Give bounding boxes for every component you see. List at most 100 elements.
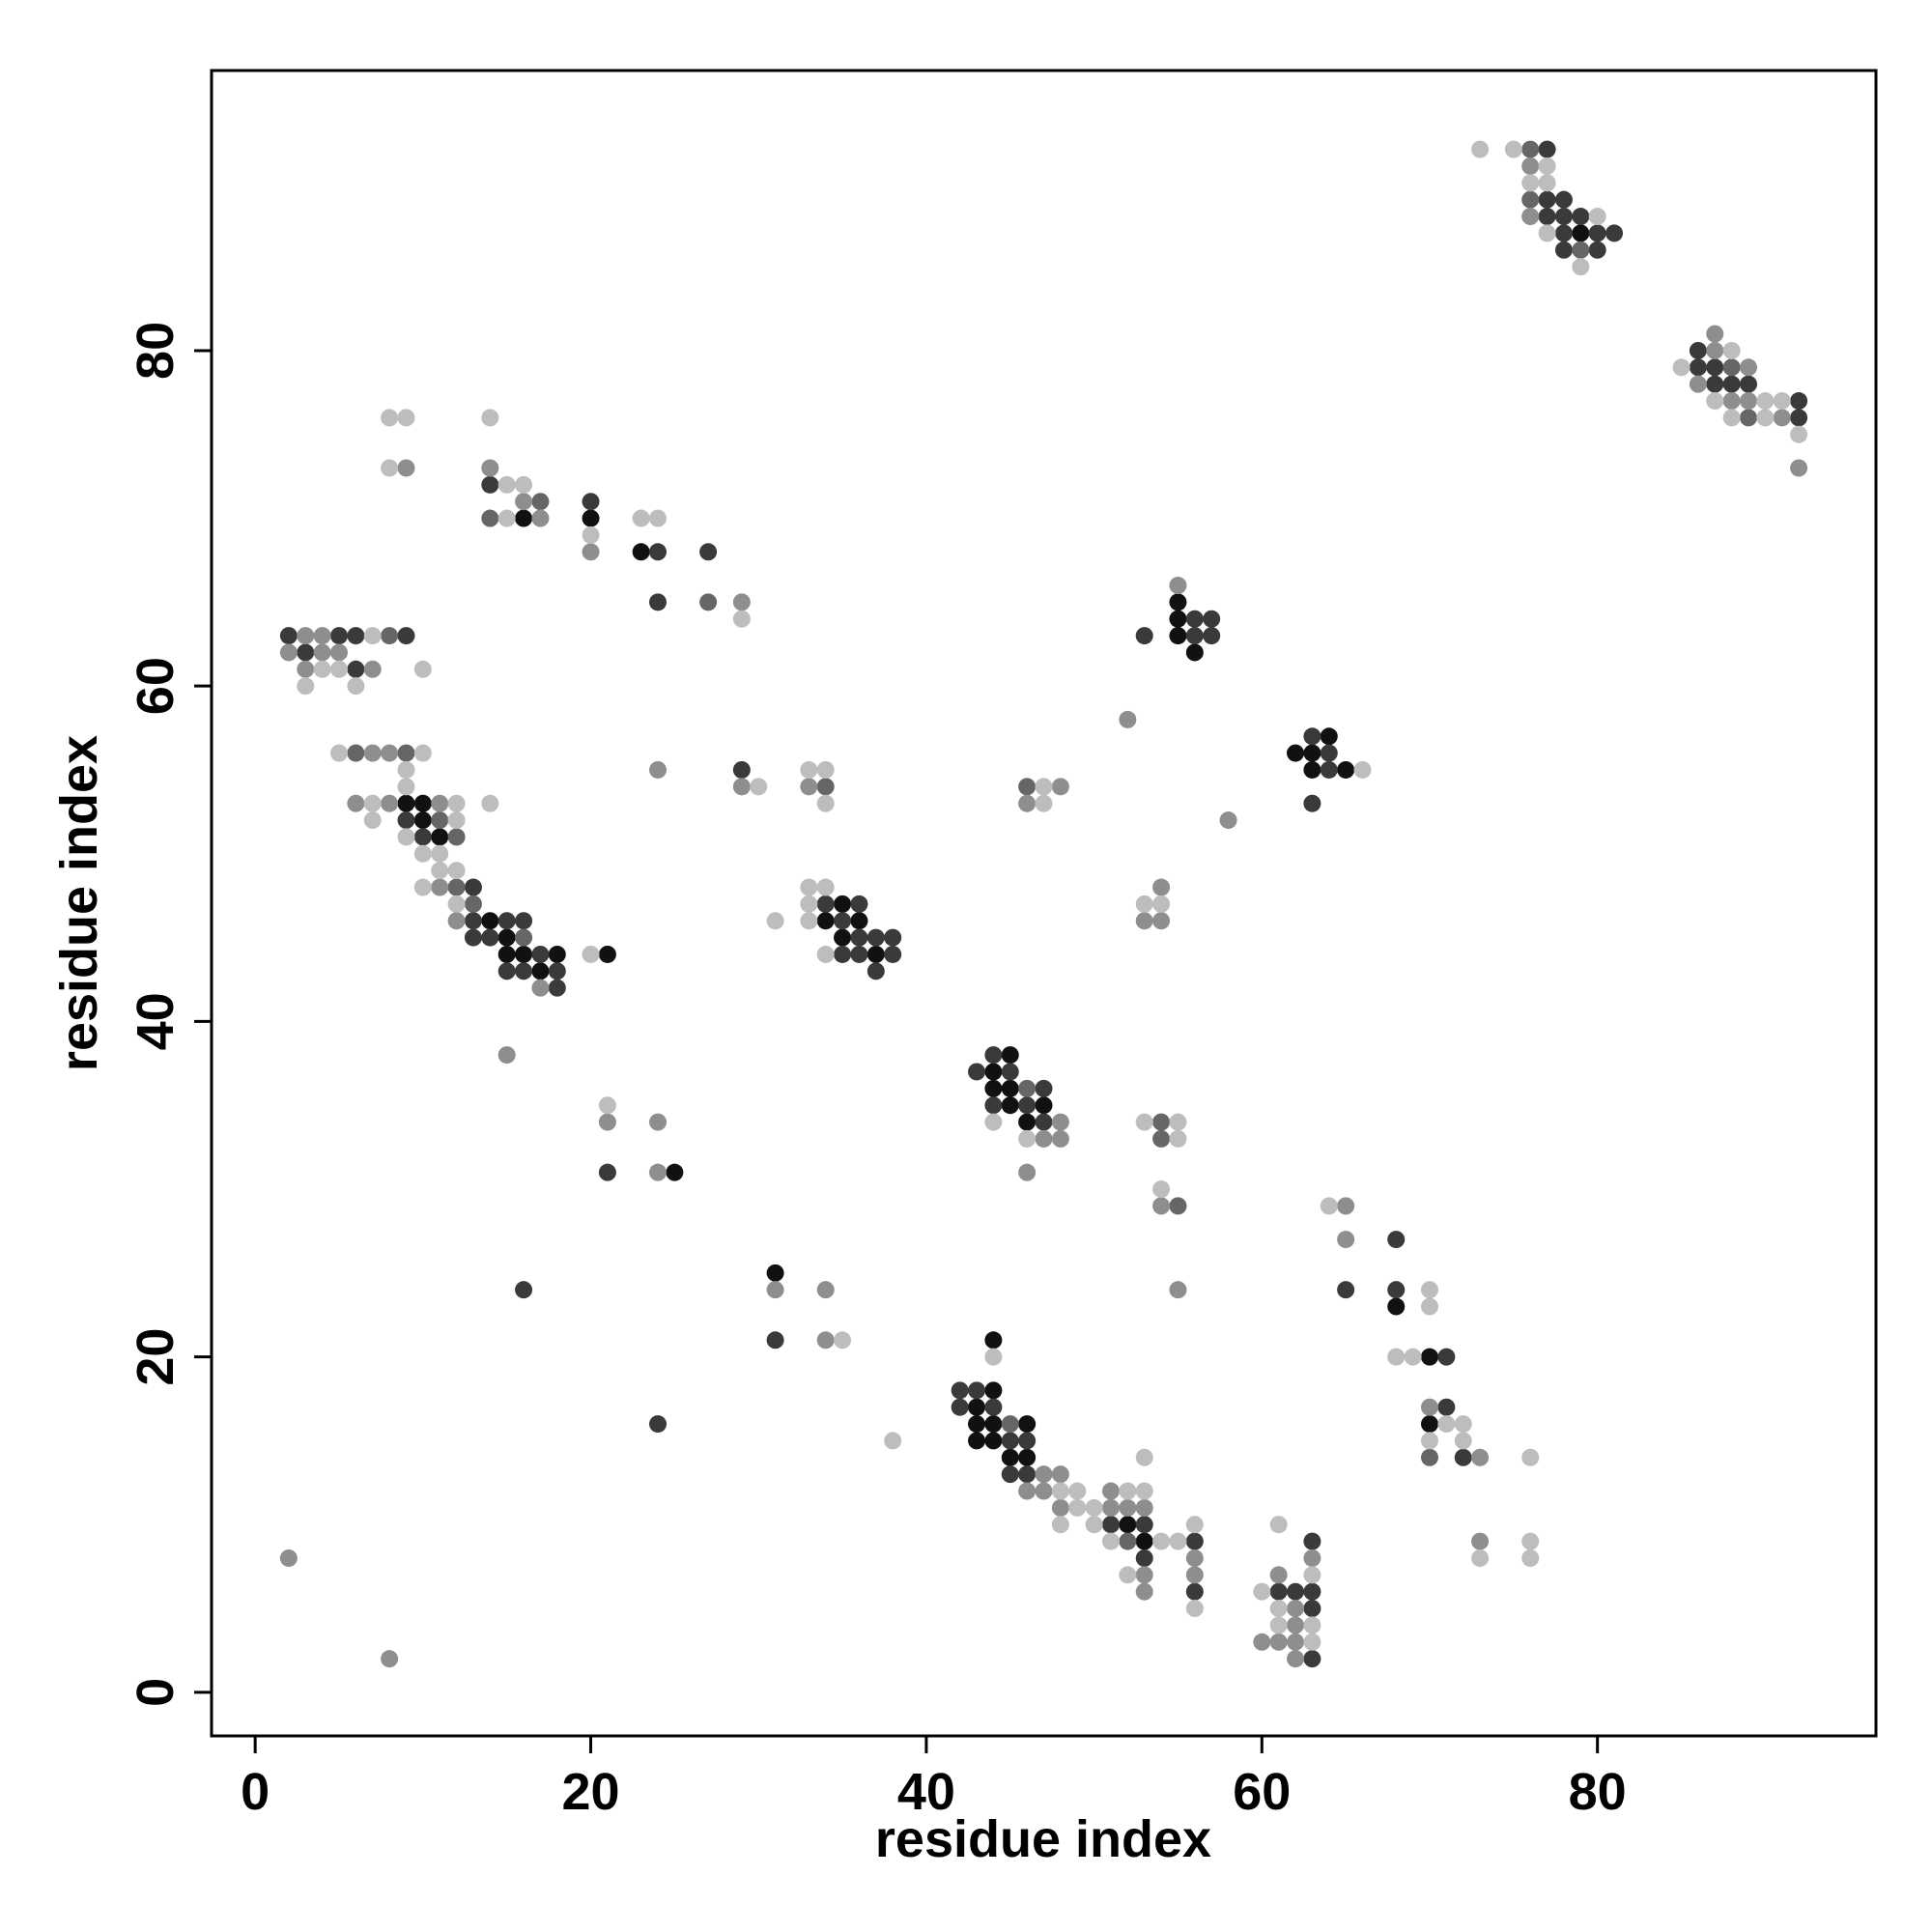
x-tick-label: 40 [897,1763,955,1821]
point [381,744,399,762]
point [968,1381,986,1400]
point [1101,1498,1120,1517]
point [447,878,466,896]
point [1320,1197,1338,1215]
point [1152,1532,1171,1550]
point [1303,1532,1321,1550]
point [1337,1231,1355,1249]
point [1001,1063,1019,1081]
point [984,1331,1003,1350]
point [1790,459,1808,477]
point [884,1432,902,1450]
point [481,409,499,427]
point [431,844,449,863]
point [1572,241,1590,259]
point [1538,224,1556,242]
point [834,928,852,947]
point [1185,1532,1204,1550]
point [497,912,516,930]
point [1085,1516,1103,1534]
x-tick-label: 20 [561,1763,619,1821]
point [1001,1046,1019,1065]
point [347,627,365,645]
point [515,1281,533,1299]
point [800,878,818,896]
point [363,744,382,762]
point [1588,208,1606,226]
point [867,928,885,947]
point [347,660,365,678]
point [649,1113,668,1131]
point [1353,760,1372,779]
point [816,1281,835,1299]
point [816,760,835,779]
point [984,1432,1003,1450]
point [397,744,415,762]
point [347,794,365,812]
point [649,509,668,527]
point [1169,1113,1187,1131]
point [1521,174,1540,192]
point [1169,610,1187,628]
point [1287,1616,1305,1634]
point [313,643,331,662]
point [666,1163,684,1181]
point [1035,1129,1053,1148]
point [1420,1415,1438,1434]
point [1001,1465,1019,1484]
point [1454,1432,1472,1450]
point [447,811,466,830]
point [1538,208,1556,226]
point [363,811,382,830]
point [732,778,751,796]
y-tick-label: 60 [127,657,185,715]
point [1790,425,1808,443]
point [1135,1566,1153,1584]
point [297,627,315,645]
point [515,962,533,980]
point [1471,1548,1490,1567]
point [968,1432,986,1450]
point [1605,224,1624,242]
point [397,828,415,846]
point [1018,1079,1037,1097]
point [548,979,566,997]
point [1051,1516,1069,1534]
point [1135,895,1153,913]
point [1554,190,1573,209]
point [816,794,835,812]
point [598,1096,616,1115]
point [279,643,298,662]
point [1588,224,1606,242]
point [1287,1600,1305,1618]
point [1152,912,1171,930]
point [1554,224,1573,242]
point [1790,409,1808,427]
point [850,945,868,963]
point [1756,392,1775,411]
point [363,627,382,645]
point [1068,1498,1087,1517]
point [1387,1281,1406,1299]
point [984,1063,1003,1081]
y-tick-label: 0 [127,1678,185,1707]
point [531,493,550,511]
point [1672,358,1690,377]
point [481,928,499,947]
point [1135,1532,1153,1550]
point [397,760,415,779]
point [1538,190,1556,209]
point [1185,1566,1204,1584]
point [1135,627,1153,645]
point [1303,1582,1321,1601]
point [1051,1498,1069,1517]
point [1051,1465,1069,1484]
point [1152,1113,1171,1131]
point [632,509,650,527]
point [1169,576,1187,594]
point [297,677,315,696]
point [834,945,852,963]
